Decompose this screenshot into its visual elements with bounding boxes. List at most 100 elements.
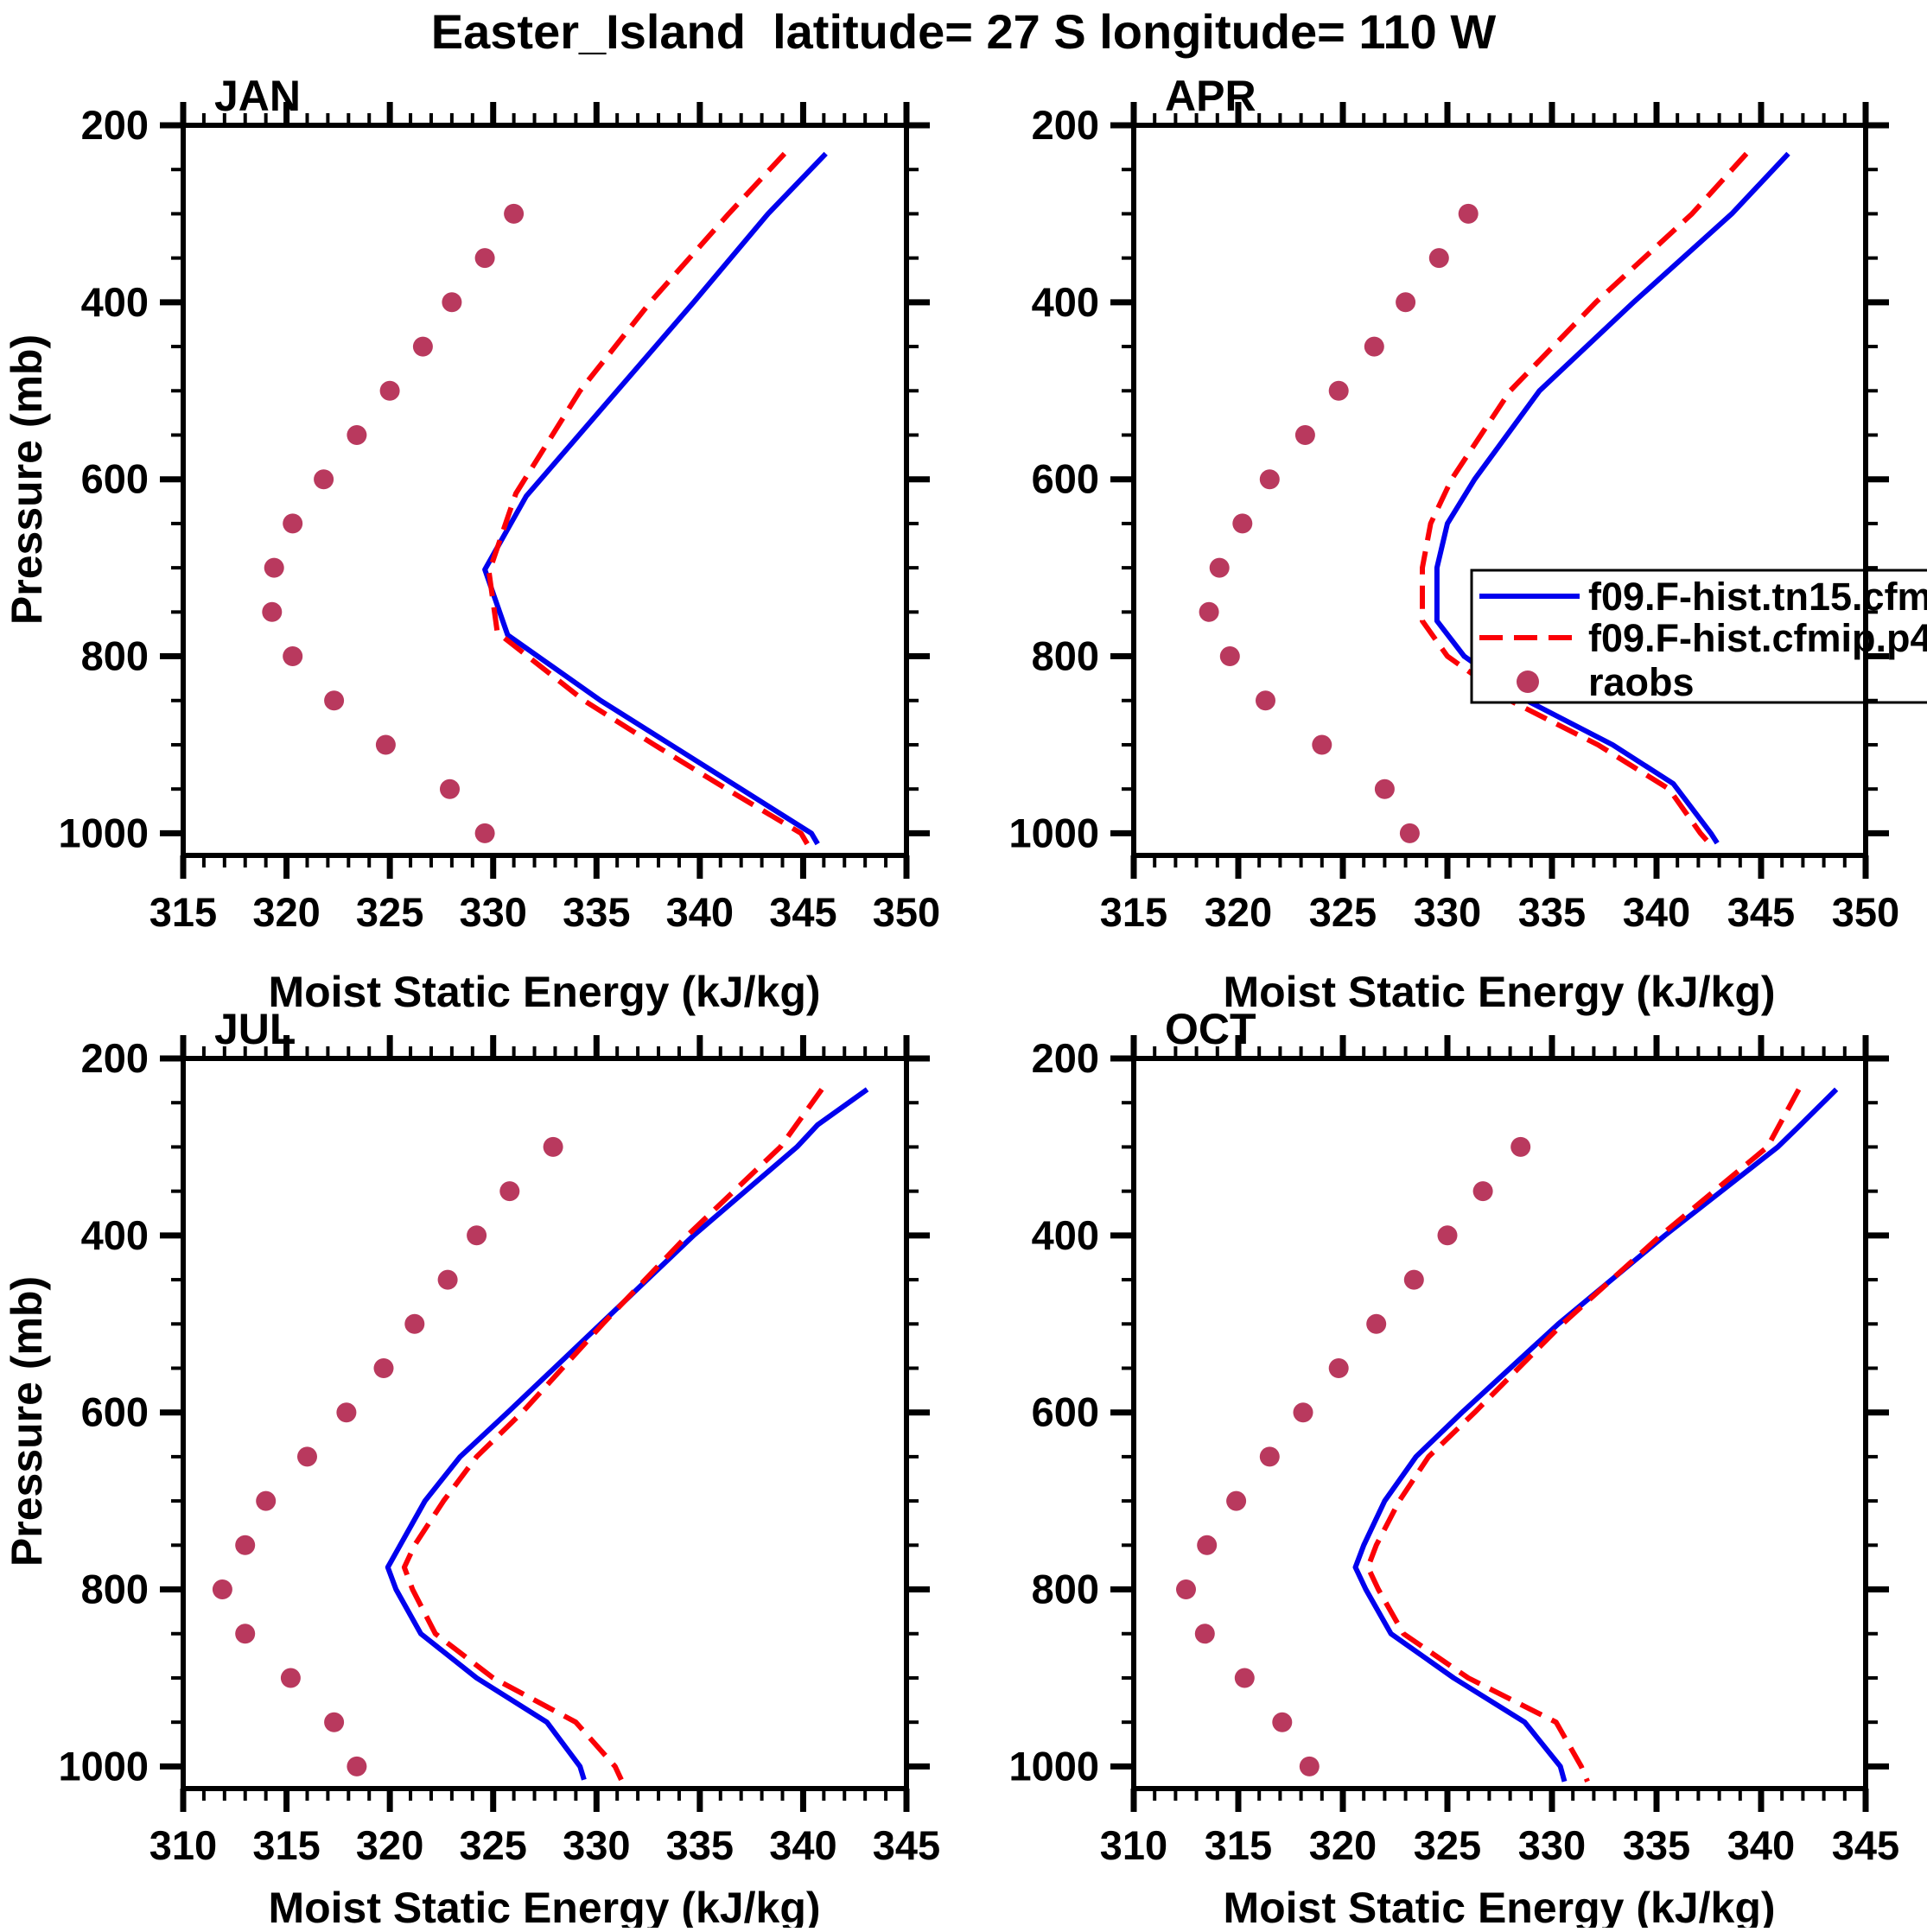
series-line-solid bbox=[1434, 151, 1790, 845]
raobs-dot bbox=[264, 557, 284, 578]
x-tick-label: 325 bbox=[1414, 1822, 1481, 1868]
series-line-solid bbox=[385, 1087, 869, 1781]
raobs-dot bbox=[442, 292, 462, 313]
panel-curves-jan bbox=[262, 151, 828, 846]
raobs-dot bbox=[235, 1535, 256, 1555]
raobs-dot bbox=[324, 1712, 345, 1732]
x-tick-label: 335 bbox=[1518, 889, 1586, 935]
raobs-dot bbox=[1219, 646, 1240, 666]
frame-layer: 315 320 325 330 335 340 345 350 200 400 600 800 1000… bbox=[58, 102, 1899, 1868]
raobs-dot bbox=[1176, 1579, 1196, 1599]
y-tick-label: 600 bbox=[81, 456, 149, 502]
raobs-dot bbox=[347, 425, 367, 445]
raobs-dot bbox=[499, 1181, 520, 1202]
panel-title-apr: APR bbox=[1165, 72, 1256, 120]
raobs-dot bbox=[1256, 690, 1275, 711]
x-tick-label: 330 bbox=[1414, 889, 1481, 935]
x-tick-label: 310 bbox=[1100, 1822, 1167, 1868]
x-tick-label: 325 bbox=[460, 1822, 527, 1868]
raobs-dot bbox=[1396, 292, 1416, 313]
panel-title-jan: JAN bbox=[214, 72, 301, 120]
x-tick-label: 320 bbox=[1309, 1822, 1377, 1868]
raobs-dot bbox=[262, 601, 283, 622]
legend-label-model2: f09.F-hist.cfmip.p4k bbox=[1588, 616, 1927, 660]
series-line-solid bbox=[482, 151, 828, 846]
panel-frame-oct: 310 315 320 325 330 335 340 345 200 400 600 800 1000 bbox=[1008, 1035, 1899, 1868]
x-tick-label: 345 bbox=[769, 889, 836, 935]
y-tick-label: 200 bbox=[81, 1035, 149, 1081]
x-axis-title-apr: Moist Static Energy (kJ/kg) bbox=[1223, 968, 1775, 1016]
x-tick-label: 330 bbox=[460, 889, 527, 935]
raobs-dot bbox=[280, 1668, 301, 1688]
raobs-dot bbox=[297, 1446, 317, 1467]
x-tick-label: 315 bbox=[1100, 889, 1167, 935]
raobs-dot bbox=[1472, 1181, 1493, 1202]
x-axis-title-jul: Moist Static Energy (kJ/kg) bbox=[268, 1884, 820, 1928]
x-tick-label: 345 bbox=[1832, 1822, 1899, 1868]
y-tick-label: 400 bbox=[1032, 1212, 1099, 1258]
y-tick-label: 800 bbox=[1032, 633, 1099, 679]
legend: f09.F-hist.tn15.cfmip f09.F-hist.cfmip.p… bbox=[1470, 569, 1927, 704]
x-tick-label: 330 bbox=[1518, 1822, 1586, 1868]
raobs-dot bbox=[1199, 601, 1219, 622]
x-tick-label: 310 bbox=[149, 1822, 217, 1868]
raobs-dot bbox=[375, 734, 396, 755]
raobs-dot bbox=[1259, 469, 1280, 490]
x-tick-label: 335 bbox=[1623, 1822, 1690, 1868]
panel-frame-apr: 315 320 325 330 335 340 345 350 200 400 600 800 1000 bbox=[1008, 102, 1899, 935]
raobs-dot bbox=[474, 823, 495, 843]
raobs-dot bbox=[440, 779, 460, 799]
y-axis-title-bottom: Pressure (mb) bbox=[3, 1276, 51, 1567]
raobs-dot bbox=[1232, 513, 1253, 534]
x-tick-label: 350 bbox=[1832, 889, 1899, 935]
x-tick-label: 335 bbox=[563, 889, 630, 935]
y-tick-label: 400 bbox=[81, 279, 149, 325]
plot-frame bbox=[1131, 123, 1868, 858]
series-line-dashed bbox=[486, 151, 810, 846]
x-tick-label: 315 bbox=[149, 889, 217, 935]
panel-title-oct: OCT bbox=[1165, 1005, 1256, 1053]
panel-frame-jan: 315 320 325 330 335 340 345 350 200 400 600 800 1000 bbox=[58, 102, 940, 935]
y-tick-label: 200 bbox=[1032, 1035, 1099, 1081]
x-tick-label: 345 bbox=[873, 1822, 940, 1868]
raobs-dot bbox=[347, 1756, 367, 1776]
y-tick-label: 800 bbox=[81, 1567, 149, 1612]
series-line-dashed bbox=[1420, 151, 1749, 842]
raobs-dot bbox=[437, 1269, 458, 1290]
raobs-dot bbox=[1437, 1225, 1458, 1246]
panel-curves-jul bbox=[212, 1087, 869, 1782]
raobs-dot bbox=[256, 1490, 277, 1511]
static-labels: JAN APR JUL OCT Moist Static Energy (kJ/… bbox=[3, 72, 1776, 1932]
y-tick-label: 400 bbox=[81, 1212, 149, 1258]
raobs-dot bbox=[1328, 380, 1349, 401]
y-tick-label: 600 bbox=[1032, 456, 1099, 502]
y-tick-label: 1000 bbox=[58, 1743, 149, 1789]
y-tick-label: 200 bbox=[81, 102, 149, 148]
x-tick-label: 320 bbox=[252, 889, 320, 935]
series-line-solid bbox=[1352, 1087, 1839, 1783]
y-tick-label: 1000 bbox=[58, 810, 149, 855]
y-tick-label: 600 bbox=[1032, 1389, 1099, 1435]
panel-curves-apr bbox=[1199, 151, 1790, 845]
x-tick-label: 330 bbox=[563, 1822, 630, 1868]
x-tick-label: 350 bbox=[873, 889, 940, 935]
raobs-dot bbox=[1458, 203, 1479, 224]
curves-layer bbox=[212, 151, 1839, 1783]
x-tick-label: 320 bbox=[1205, 889, 1272, 935]
series-line-dashed bbox=[401, 1088, 824, 1782]
raobs-dot bbox=[1428, 248, 1449, 269]
panel-title-jul: JUL bbox=[214, 1005, 296, 1053]
y-axis-title-top: Pressure (mb) bbox=[3, 334, 51, 625]
raobs-dot bbox=[336, 1402, 357, 1423]
raobs-dot bbox=[1194, 1624, 1215, 1644]
y-tick-label: 800 bbox=[1032, 1567, 1099, 1612]
raobs-dot bbox=[467, 1225, 487, 1246]
legend-label-raobs: raobs bbox=[1588, 660, 1695, 704]
raobs-dot bbox=[1234, 1668, 1255, 1688]
raobs-dot bbox=[1259, 1446, 1280, 1467]
x-tick-label: 325 bbox=[356, 889, 423, 935]
x-tick-label: 340 bbox=[769, 1822, 836, 1868]
raobs-dot bbox=[314, 469, 334, 490]
legend-box bbox=[1470, 569, 1927, 704]
